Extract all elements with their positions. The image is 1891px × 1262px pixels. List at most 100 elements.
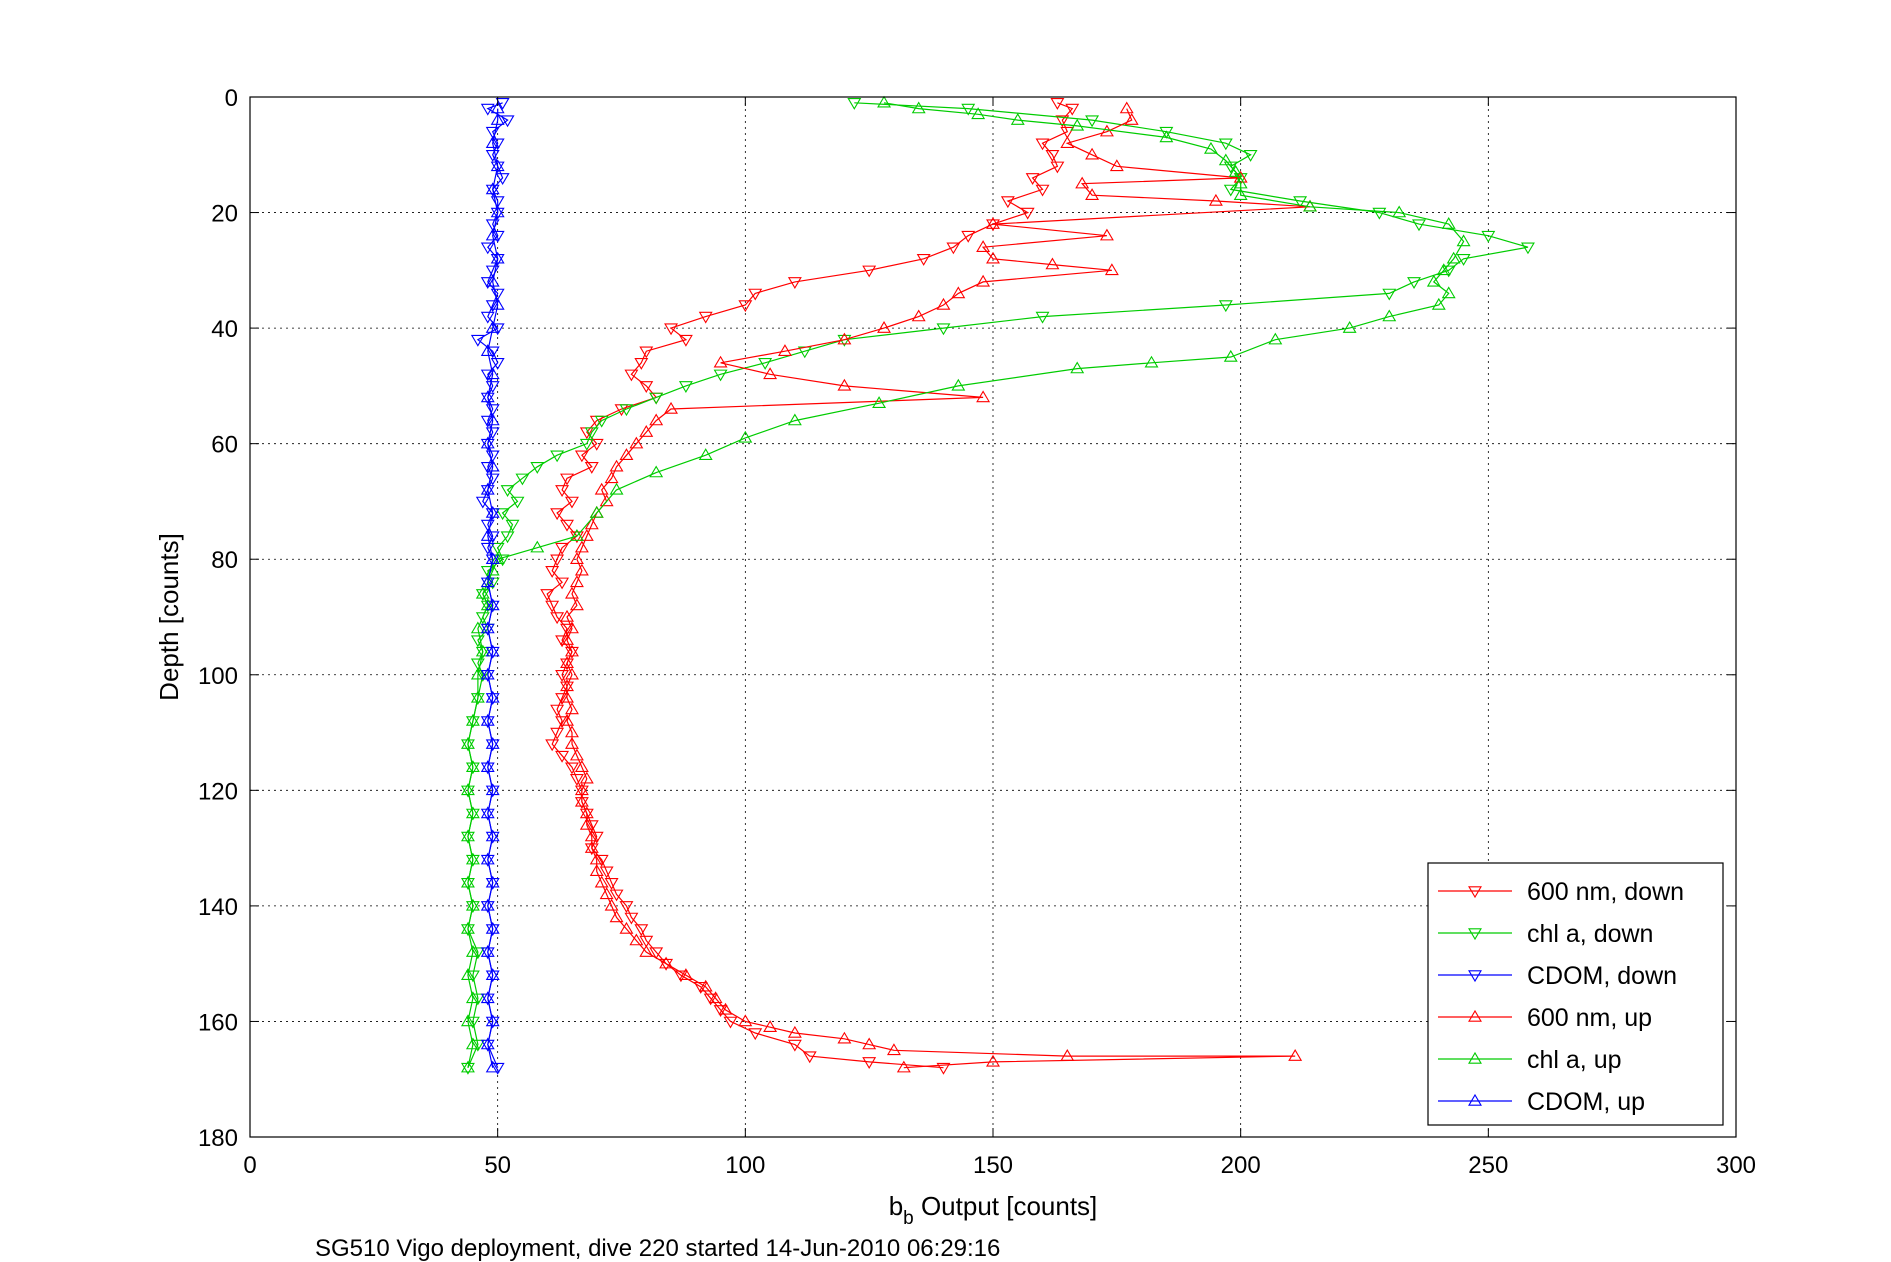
legend-marker: [1468, 928, 1482, 941]
legend-marker: [1468, 970, 1482, 983]
data-point: [545, 739, 560, 752]
data-point: [475, 586, 490, 599]
data-point: [560, 713, 574, 726]
legend-marker: [1468, 1009, 1482, 1022]
data-point: [490, 251, 505, 264]
data-point: [465, 1016, 480, 1029]
data-point: [629, 436, 644, 449]
data-point: [470, 658, 485, 671]
data-point: [1045, 257, 1060, 270]
legend-label: CDOM, down: [1527, 962, 1677, 990]
legend-box: [1427, 862, 1724, 1126]
data-point: [555, 716, 570, 729]
chart-caption: SG510 Vigo deployment, dive 220 started …: [315, 1235, 1000, 1262]
data-point: [470, 621, 485, 634]
data-point: [545, 600, 560, 613]
data-point: [1060, 126, 1075, 139]
data-point: [1065, 103, 1080, 116]
data-point: [777, 344, 792, 356]
data-point: [560, 633, 574, 645]
data-point: [1099, 124, 1114, 137]
data-point: [480, 103, 495, 116]
data-point: [485, 219, 500, 232]
data-point: [465, 852, 480, 865]
data-point: [1035, 311, 1050, 324]
data-point: [485, 136, 500, 148]
data-point: [1060, 1049, 1075, 1061]
data-point: [837, 378, 852, 391]
data-point: [480, 808, 495, 821]
data-point: [480, 485, 495, 497]
data-point: [555, 693, 570, 705]
data-point: [1035, 184, 1050, 197]
data-point: [678, 381, 693, 393]
data-point: [460, 831, 475, 844]
data-point: [673, 970, 688, 983]
data-point: [589, 852, 604, 865]
data-point: [465, 945, 480, 957]
data-point: [936, 323, 951, 336]
x-tick-label: 100: [725, 1152, 765, 1179]
data-point: [708, 991, 723, 1004]
data-point: [787, 413, 802, 426]
data-point: [480, 1037, 495, 1050]
y-tick-label: 100: [198, 663, 238, 690]
data-point: [1035, 138, 1050, 151]
data-point: [589, 505, 604, 518]
data-point: [678, 334, 693, 347]
data-point: [485, 563, 500, 576]
data-point: [485, 552, 500, 564]
data-point: [505, 519, 520, 532]
data-point: [485, 921, 500, 934]
data-point: [787, 277, 802, 289]
data-point: [1045, 150, 1060, 162]
data-point: [480, 854, 495, 867]
data-point: [480, 852, 495, 865]
data-point: [877, 321, 891, 333]
data-point: [465, 716, 480, 729]
data-point: [639, 381, 654, 393]
data-point: [1223, 184, 1238, 197]
data-point: [634, 924, 649, 937]
legend-label: 600 nm, down: [1527, 878, 1684, 906]
data-point: [555, 750, 570, 763]
data-point: [480, 898, 495, 911]
data-point: [485, 875, 500, 888]
data-point: [495, 554, 510, 567]
data-point: [1293, 196, 1308, 209]
data-point: [485, 505, 500, 518]
data-point: [589, 438, 604, 451]
data-point: [485, 783, 500, 796]
data-point: [460, 737, 475, 749]
data-point: [485, 644, 500, 657]
data-point: [565, 725, 579, 738]
data-point: [1436, 263, 1451, 276]
data-point: [1407, 277, 1421, 289]
data-point: [465, 806, 480, 819]
data-point: [649, 947, 664, 960]
data-point: [579, 817, 594, 830]
data-point: [609, 910, 624, 923]
data-point: [555, 635, 570, 648]
data-point: [574, 760, 589, 772]
data-point: [723, 1016, 738, 1029]
series-line: [566, 108, 1311, 1069]
data-point: [1010, 113, 1025, 125]
data-point: [639, 945, 654, 957]
data-point: [594, 415, 609, 428]
data-point: [609, 482, 624, 495]
data-point: [560, 609, 574, 622]
data-point: [485, 785, 500, 798]
y-tick-label: 20: [211, 201, 238, 228]
data-point: [465, 901, 480, 913]
data-point: [1223, 349, 1238, 362]
data-point: [1085, 188, 1100, 200]
data-point: [480, 991, 495, 1004]
data-point: [470, 993, 485, 1006]
data-point: [594, 875, 609, 888]
data-point: [698, 311, 713, 324]
data-point: [1218, 153, 1233, 166]
data-point: [565, 737, 579, 749]
data-point: [758, 358, 773, 370]
data-point: [565, 586, 579, 599]
